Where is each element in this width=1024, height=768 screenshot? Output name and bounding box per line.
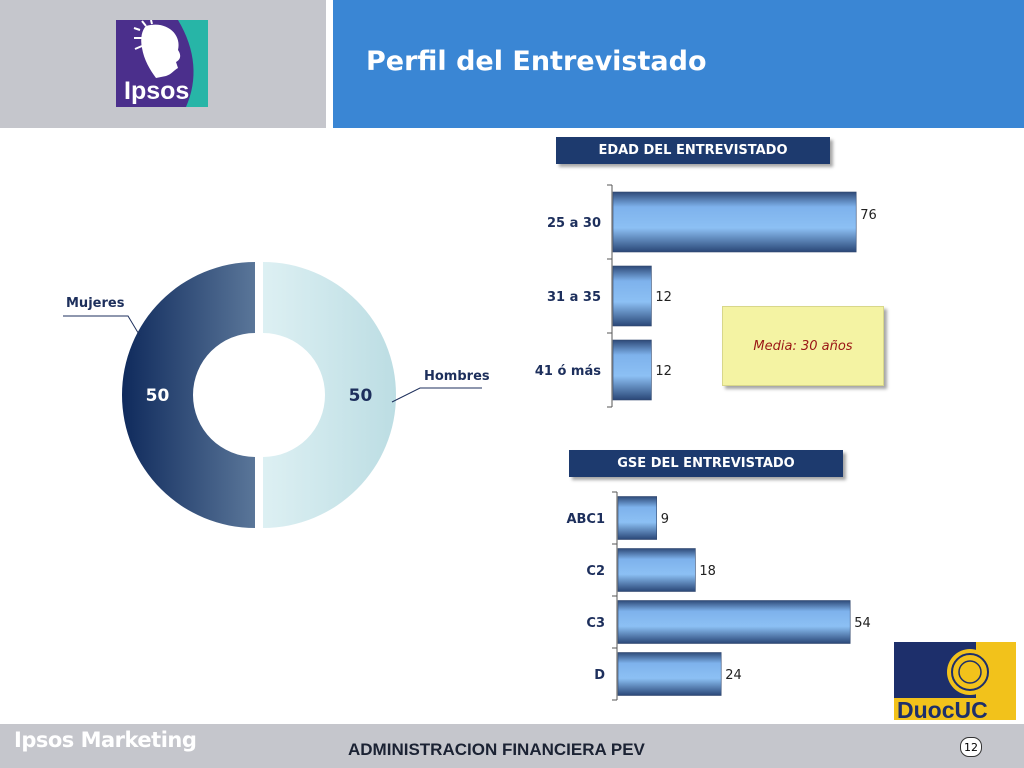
title-bar bbox=[333, 0, 1024, 128]
bar bbox=[617, 548, 696, 592]
gse-chart-title: GSE DEL ENTREVISTADO bbox=[569, 450, 843, 477]
duocuc-logo: DuocUC bbox=[894, 642, 1016, 720]
age-chart-title: EDAD DEL ENTREVISTADO bbox=[556, 137, 830, 164]
ipsos-logo: Ipsos bbox=[116, 20, 208, 107]
donut-slice-hombres bbox=[263, 262, 396, 528]
donut-category-label: Hombres bbox=[424, 369, 490, 384]
bar bbox=[612, 191, 857, 253]
bar-value-label: 76 bbox=[860, 208, 877, 223]
bar bbox=[617, 600, 851, 644]
bar-value-label: 54 bbox=[854, 616, 871, 631]
category-label: C3 bbox=[586, 616, 605, 631]
category-label: D bbox=[594, 668, 605, 683]
bar-value-label: 18 bbox=[699, 564, 716, 579]
bar bbox=[612, 265, 652, 327]
bar bbox=[612, 339, 652, 401]
callout-line bbox=[391, 387, 482, 403]
bar-value-label: 12 bbox=[655, 364, 672, 379]
bar-value-label: 24 bbox=[725, 668, 742, 683]
bar bbox=[617, 652, 722, 696]
category-label: 25 a 30 bbox=[547, 216, 601, 231]
footer-brand: Ipsos Marketing bbox=[14, 728, 197, 752]
category-label: 41 ó más bbox=[535, 364, 601, 379]
footer-bar bbox=[0, 724, 1024, 768]
donut-category-label: Mujeres bbox=[66, 296, 125, 311]
page-title: Perfil del Entrevistado bbox=[366, 46, 707, 77]
bar bbox=[617, 496, 658, 540]
footer-title: ADMINISTRACION FINANCIERA PEV bbox=[348, 740, 645, 759]
bar-value-label: 12 bbox=[655, 290, 672, 305]
category-label: 31 a 35 bbox=[547, 290, 601, 305]
donut-value-label: 50 bbox=[146, 386, 170, 406]
mean-age-note: Media: 30 años bbox=[722, 306, 884, 386]
callout-line bbox=[63, 315, 141, 337]
category-label: ABC1 bbox=[566, 512, 605, 527]
donut-value-label: 50 bbox=[349, 386, 373, 406]
donut-slice-mujeres bbox=[122, 262, 255, 528]
ipsos-logo-text: Ipsos bbox=[124, 77, 189, 105]
mean-age-text: Media: 30 años bbox=[753, 338, 853, 354]
bar-value-label: 9 bbox=[661, 512, 669, 527]
category-label: C2 bbox=[586, 564, 605, 579]
page-number: 12 bbox=[960, 737, 982, 757]
duocuc-logo-text: DuocUC bbox=[897, 697, 988, 720]
